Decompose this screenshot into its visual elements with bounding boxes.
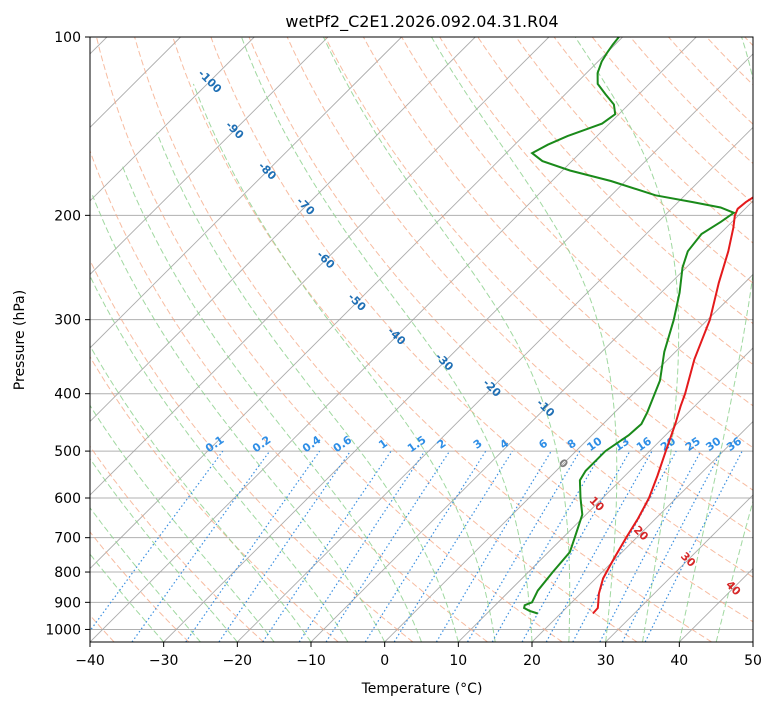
x-tick-label: 0 xyxy=(380,653,389,669)
y-tick-label: 800 xyxy=(54,565,81,581)
x-tick-label: 50 xyxy=(744,653,762,669)
x-axis-label: Temperature (°C) xyxy=(361,681,483,697)
x-tick-label: 10 xyxy=(449,653,467,669)
y-axis-label: Pressure (hPa) xyxy=(12,290,28,390)
x-tick-label: −30 xyxy=(149,653,179,669)
x-tick-label: −20 xyxy=(223,653,253,669)
y-tick-label: 300 xyxy=(54,313,81,329)
x-tick-label: 20 xyxy=(523,653,541,669)
isotherm-line xyxy=(753,37,775,642)
x-tick-label: 40 xyxy=(670,653,688,669)
y-tick-label: 400 xyxy=(54,387,81,403)
y-tick-label: 1000 xyxy=(45,622,81,638)
y-tick-label: 900 xyxy=(54,595,81,611)
y-tick-label: 200 xyxy=(54,208,81,224)
moist-adiabat xyxy=(753,37,775,642)
y-tick-label: 600 xyxy=(54,491,81,507)
y-tick-label: 700 xyxy=(54,531,81,547)
x-tick-label: −10 xyxy=(296,653,326,669)
y-tick-label: 100 xyxy=(54,30,81,46)
chart-title: wetPf2_C2E1.2026.092.04.31.R04 xyxy=(285,12,558,32)
y-tick-label: 500 xyxy=(54,444,81,460)
plot-background xyxy=(90,37,753,642)
x-tick-label: 30 xyxy=(597,653,615,669)
x-tick-label: −40 xyxy=(75,653,105,669)
